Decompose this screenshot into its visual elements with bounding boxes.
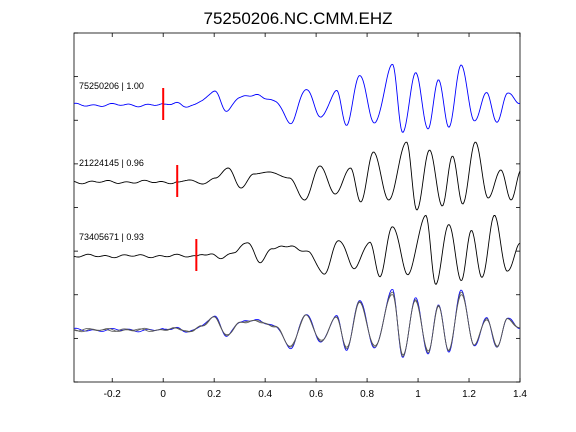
- x-tick-label: 1.2: [462, 389, 476, 400]
- trace-21224145: [73, 141, 521, 211]
- x-axis-ticks: -0.2 0 0.2 0.4 0.6 0.8 1 1.2 1.4: [104, 33, 527, 400]
- x-tick-label: 0: [160, 389, 166, 400]
- x-tick-label: -0.2: [104, 389, 122, 400]
- trace-75250206: [73, 63, 521, 134]
- x-tick-label: 0.2: [207, 389, 221, 400]
- waveform-traces: [73, 63, 521, 286]
- x-tick-label: 1: [415, 389, 421, 400]
- x-tick-label: 0.8: [360, 389, 374, 400]
- trace-73405671: [73, 214, 521, 286]
- overlay-trace-75250206: [73, 288, 521, 358]
- chart-title: 75250206.NC.CMM.EHZ: [204, 9, 393, 28]
- overlay-trace-21224145: [73, 291, 521, 358]
- y-axis-ticks: [74, 32, 520, 383]
- pick-markers: [162, 88, 198, 271]
- overlay-traces: [73, 288, 521, 358]
- x-tick-label: 0.6: [309, 389, 323, 400]
- overlay-trace-73405671: [73, 294, 520, 356]
- x-tick-label: 0.4: [258, 389, 272, 400]
- x-tick-label: 1.4: [513, 389, 527, 400]
- trace-label-73405671: 73405671 | 0.93: [79, 232, 144, 242]
- trace-label-21224145: 21224145 | 0.96: [79, 158, 144, 168]
- trace-labels: 75250206 | 1.00 21224145 | 0.96 73405671 |…: [79, 81, 144, 242]
- trace-label-75250206: 75250206 | 1.00: [79, 81, 144, 91]
